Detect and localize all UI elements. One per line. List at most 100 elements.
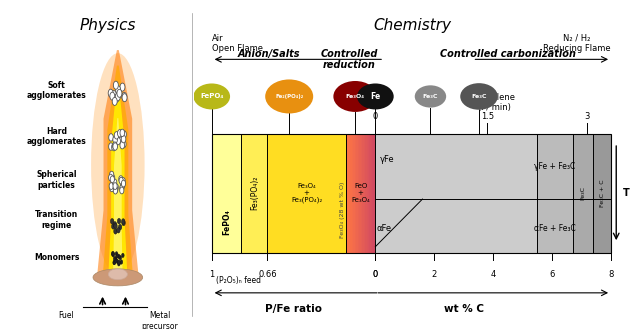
- Text: γFe: γFe: [380, 155, 394, 164]
- Bar: [371, 134, 373, 253]
- Bar: [268, 134, 346, 253]
- Text: Fe₃(PO₄)₂: Fe₃(PO₄)₂: [250, 176, 259, 210]
- Text: 1: 1: [209, 270, 215, 279]
- Circle shape: [119, 135, 124, 142]
- Text: Fe₃O₄: Fe₃O₄: [346, 94, 365, 99]
- Circle shape: [194, 84, 230, 110]
- Text: 0.66: 0.66: [258, 270, 276, 279]
- Circle shape: [109, 143, 113, 150]
- Text: T: T: [623, 188, 630, 198]
- Text: FePO₄: FePO₄: [222, 209, 231, 235]
- Circle shape: [113, 186, 118, 193]
- Circle shape: [115, 252, 118, 256]
- Bar: [356, 134, 358, 253]
- Circle shape: [122, 94, 127, 102]
- Circle shape: [122, 219, 125, 224]
- Text: γFe + Fe₃C: γFe + Fe₃C: [534, 163, 576, 171]
- Circle shape: [117, 262, 120, 266]
- Circle shape: [415, 85, 446, 108]
- Circle shape: [357, 84, 394, 110]
- Circle shape: [114, 258, 117, 263]
- Circle shape: [265, 80, 313, 114]
- Circle shape: [116, 253, 118, 258]
- Text: FeO
+
Fe₃O₄: FeO + Fe₃O₄: [351, 183, 370, 203]
- Circle shape: [120, 187, 124, 194]
- Circle shape: [116, 137, 120, 145]
- Text: Anion/Salts: Anion/Salts: [238, 49, 301, 59]
- Ellipse shape: [108, 269, 127, 280]
- Circle shape: [110, 92, 115, 100]
- Bar: [364, 134, 366, 253]
- Circle shape: [115, 93, 120, 101]
- Circle shape: [116, 86, 120, 94]
- Bar: [211, 134, 611, 253]
- Text: Controlled
reduction: Controlled reduction: [320, 49, 378, 70]
- Circle shape: [114, 229, 117, 234]
- Circle shape: [110, 176, 115, 183]
- Circle shape: [120, 136, 124, 143]
- Circle shape: [113, 187, 117, 194]
- Circle shape: [111, 224, 115, 229]
- Bar: [349, 134, 351, 253]
- Text: Controlled carbonization: Controlled carbonization: [440, 49, 576, 59]
- Text: αFe: αFe: [377, 224, 392, 233]
- Bar: [347, 134, 349, 253]
- Circle shape: [114, 132, 119, 139]
- Circle shape: [120, 260, 123, 264]
- Circle shape: [122, 131, 126, 138]
- Circle shape: [110, 218, 114, 224]
- Text: Fe₃C + C: Fe₃C + C: [599, 179, 605, 207]
- Bar: [346, 134, 348, 253]
- Circle shape: [110, 185, 114, 192]
- Text: (P₂O₅)ₙ feed: (P₂O₅)ₙ feed: [216, 276, 261, 285]
- Bar: [354, 134, 355, 253]
- Circle shape: [113, 136, 117, 143]
- Bar: [361, 134, 362, 253]
- Text: 6: 6: [549, 270, 555, 279]
- Circle shape: [111, 90, 117, 99]
- Circle shape: [120, 182, 125, 189]
- Bar: [362, 134, 364, 253]
- Circle shape: [119, 177, 124, 184]
- Circle shape: [117, 227, 120, 233]
- Circle shape: [118, 176, 123, 183]
- Text: 3: 3: [585, 112, 590, 121]
- Circle shape: [121, 135, 126, 143]
- Bar: [358, 134, 360, 253]
- Circle shape: [113, 260, 116, 265]
- Circle shape: [113, 183, 117, 190]
- Bar: [366, 134, 368, 253]
- Text: Fe₃C: Fe₃C: [423, 94, 438, 99]
- Text: 2: 2: [432, 270, 437, 279]
- Text: Chemistry: Chemistry: [373, 17, 452, 33]
- Text: Fe₃O₄
+
Fe₃(PO₄)₂: Fe₃O₄ + Fe₃(PO₄)₂: [291, 183, 322, 203]
- Polygon shape: [97, 50, 139, 279]
- Circle shape: [121, 178, 125, 184]
- Circle shape: [122, 92, 127, 100]
- Circle shape: [114, 184, 118, 190]
- Bar: [355, 134, 357, 253]
- Circle shape: [120, 141, 125, 149]
- Text: 8: 8: [608, 270, 613, 279]
- Text: αFe + Fe₃C: αFe + Fe₃C: [534, 224, 576, 233]
- Bar: [365, 134, 367, 253]
- Circle shape: [113, 261, 115, 265]
- Circle shape: [115, 256, 117, 261]
- Circle shape: [118, 254, 120, 259]
- Circle shape: [118, 261, 120, 265]
- Text: Soft
agglomerates: Soft agglomerates: [27, 81, 87, 100]
- Circle shape: [114, 94, 119, 102]
- Circle shape: [111, 174, 115, 181]
- Circle shape: [113, 221, 117, 227]
- Circle shape: [120, 129, 125, 137]
- Polygon shape: [113, 118, 122, 276]
- Bar: [211, 134, 241, 253]
- Text: wt % C: wt % C: [444, 304, 483, 314]
- Circle shape: [111, 143, 116, 151]
- Circle shape: [118, 224, 122, 230]
- Text: Fe₃C: Fe₃C: [471, 94, 487, 99]
- Bar: [352, 134, 354, 253]
- Circle shape: [118, 260, 120, 265]
- Circle shape: [333, 81, 377, 112]
- Ellipse shape: [93, 269, 143, 286]
